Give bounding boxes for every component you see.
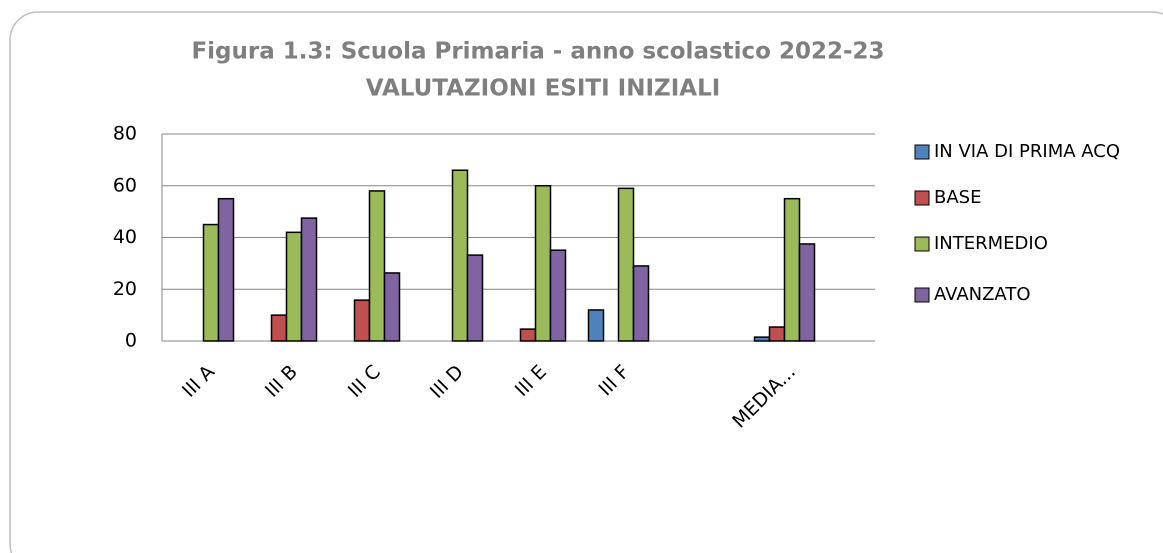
chart-frame xyxy=(9,11,1163,553)
y-tick-label: 0 xyxy=(125,330,137,352)
legend-label: AVANZATO xyxy=(934,284,1031,305)
bar xyxy=(632,265,650,342)
legend-label: BASE xyxy=(934,187,981,208)
y-tick-label: 80 xyxy=(113,123,137,145)
chart-subtitle: VALUTAZIONI ESITI INIZIALI xyxy=(366,76,721,102)
bar xyxy=(285,231,303,342)
legend-label: IN VIA DI PRIMA ACQ xyxy=(934,141,1120,162)
y-tick-label: 20 xyxy=(113,278,137,300)
bar xyxy=(549,249,567,342)
legend-swatch xyxy=(914,144,930,160)
y-tick-label: 40 xyxy=(113,226,137,248)
chart-title: Figura 1.3: Scuola Primaria - anno scola… xyxy=(191,39,884,65)
legend-swatch xyxy=(914,190,930,206)
bar xyxy=(753,336,771,342)
bar xyxy=(587,309,605,342)
bar xyxy=(383,272,401,342)
bar xyxy=(783,197,801,342)
bar xyxy=(798,243,816,342)
bar xyxy=(617,187,635,342)
bar xyxy=(217,197,235,342)
bar xyxy=(368,190,386,342)
bar xyxy=(466,254,484,342)
bar xyxy=(300,217,318,342)
bar xyxy=(451,169,469,342)
legend-swatch xyxy=(914,236,930,252)
legend-label: INTERMEDIO xyxy=(934,233,1048,254)
bar xyxy=(202,223,220,342)
bar xyxy=(768,326,786,342)
bar xyxy=(270,314,288,342)
bar xyxy=(519,328,537,342)
bar xyxy=(534,185,552,342)
legend-swatch xyxy=(914,287,930,303)
bar xyxy=(353,299,371,342)
y-tick-label: 60 xyxy=(113,174,137,196)
